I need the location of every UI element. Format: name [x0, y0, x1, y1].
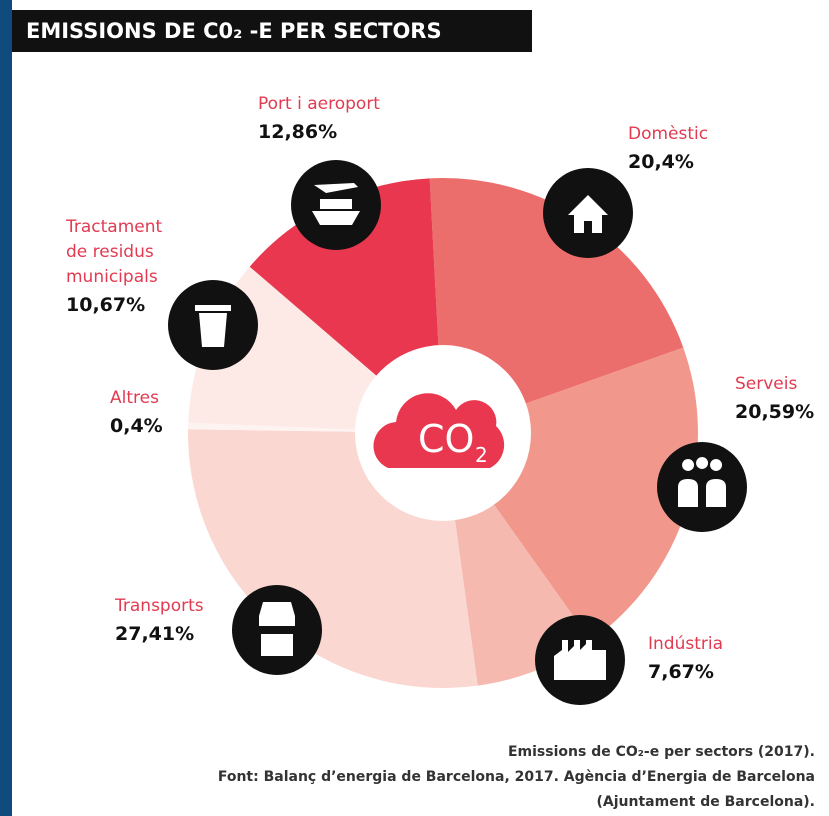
- cloud-icon: [373, 393, 505, 468]
- icon: [259, 602, 295, 656]
- icon-badge: [657, 442, 747, 532]
- icon-shape: [312, 183, 360, 225]
- icon: [195, 305, 231, 347]
- icon-badge: [232, 585, 322, 675]
- value-label: 27,41%: [115, 623, 195, 645]
- category-label: Tractament de residus municipals: [66, 217, 163, 287]
- category-label: Serveis: [735, 374, 798, 394]
- center-text: CO: [418, 417, 474, 461]
- footer-line: (Ajuntament de Barcelona).: [596, 794, 815, 810]
- value-label: 20,59%: [735, 401, 815, 423]
- icon: [554, 640, 606, 680]
- chart-title: EMISSIONS DE C0₂ -E PER SECTORS: [12, 10, 532, 52]
- icon-shape: [568, 195, 608, 233]
- icon-shape: [195, 305, 231, 347]
- footer: Emissions de CO₂-e per sectors (2017). F…: [218, 740, 815, 815]
- value-label: 0,4%: [110, 415, 163, 437]
- value-label: 7,67%: [648, 661, 714, 683]
- icon-shape: [678, 457, 726, 507]
- category-label: Altres: [110, 388, 159, 408]
- icon: [312, 183, 360, 225]
- footer-line: Emissions de CO₂-e per sectors (2017).: [507, 744, 815, 760]
- value-label: 10,67%: [66, 294, 146, 316]
- category-label: Port i aeroport: [258, 94, 380, 114]
- value-label: 12,86%: [258, 121, 338, 143]
- category-label: Indústria: [648, 634, 724, 654]
- icon: [678, 457, 726, 507]
- footer-line: Font: Balanç d’energia de Barcelona, 201…: [217, 769, 815, 785]
- category-label: Domèstic: [628, 124, 709, 144]
- category-label: Transports: [115, 596, 204, 616]
- value-label: 20,4%: [628, 151, 694, 173]
- center-sub: 2: [475, 443, 488, 467]
- icon-shape: [554, 640, 606, 680]
- icon-shape: [259, 602, 295, 656]
- icon: [568, 195, 608, 233]
